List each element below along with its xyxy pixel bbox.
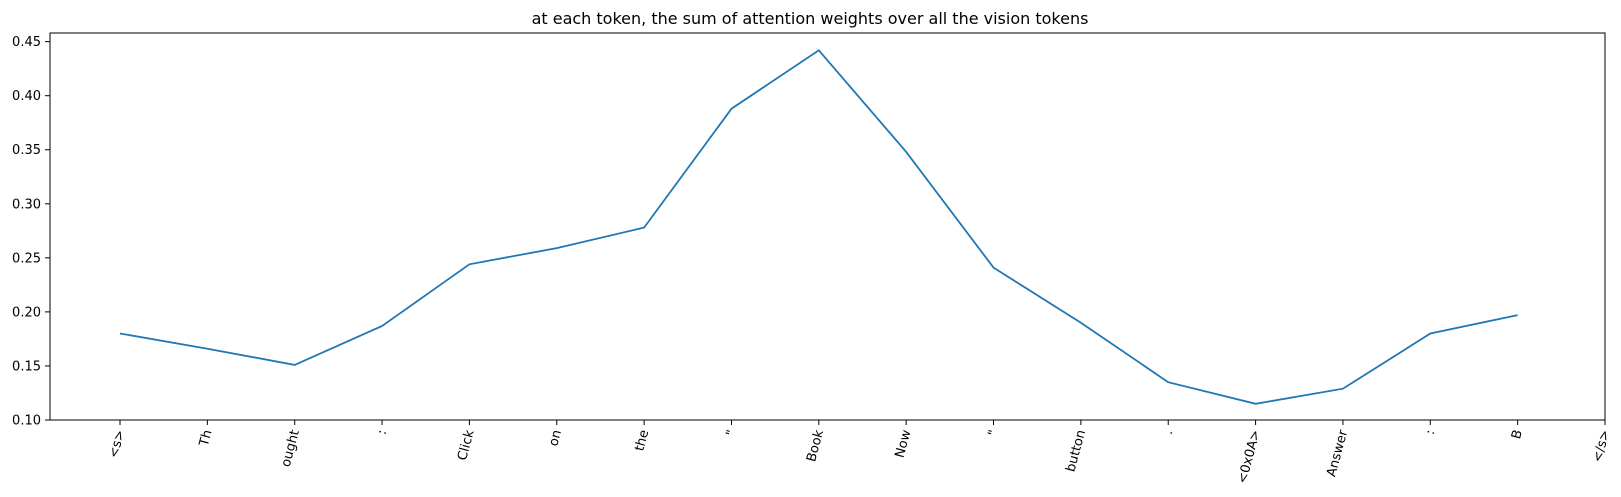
x-tick-label: " [986, 428, 1002, 438]
x-tick-label: Th [197, 428, 216, 448]
x-tick-label: Now [893, 428, 915, 460]
x-tick-label: : [1423, 428, 1439, 436]
x-tick-label: </s> [1590, 428, 1613, 464]
plot-frame [49, 32, 1606, 421]
chart-title: at each token, the sum of attention weig… [532, 9, 1089, 28]
x-tick-label: . [1161, 428, 1177, 436]
plot-area: 0.10 0.15 0.20 0.25 0.30 0.35 0.40 0.45 <s> Th oug… [12, 32, 1613, 485]
x-tick-label: : [375, 428, 391, 436]
x-tick-label: Book [804, 428, 827, 464]
x-tick-label: the [632, 428, 652, 452]
series-line [119, 49, 1518, 405]
x-tick-label: " [724, 428, 740, 438]
y-tick-label: 0.40 [12, 89, 41, 104]
y-tick-label: 0.30 [12, 197, 41, 212]
x-tick-label: <0x0A> [1235, 428, 1264, 485]
x-tick-label: Click [455, 428, 478, 462]
y-tick-label: 0.35 [12, 143, 41, 158]
x-tick-label: <s> [106, 428, 128, 459]
x-tick-label: Answer [1324, 428, 1351, 479]
y-tick-label: 0.45 [12, 35, 41, 50]
x-tick-label: button [1064, 428, 1090, 473]
x-tick-label: on [546, 428, 565, 448]
x-tick-label: B [1509, 428, 1526, 441]
y-tick-label: 0.20 [12, 305, 41, 320]
y-tick-label: 0.25 [12, 251, 41, 266]
x-tick-label: ought [279, 428, 303, 468]
y-tick-label: 0.15 [12, 359, 41, 374]
y-tick-label: 0.10 [12, 414, 41, 429]
